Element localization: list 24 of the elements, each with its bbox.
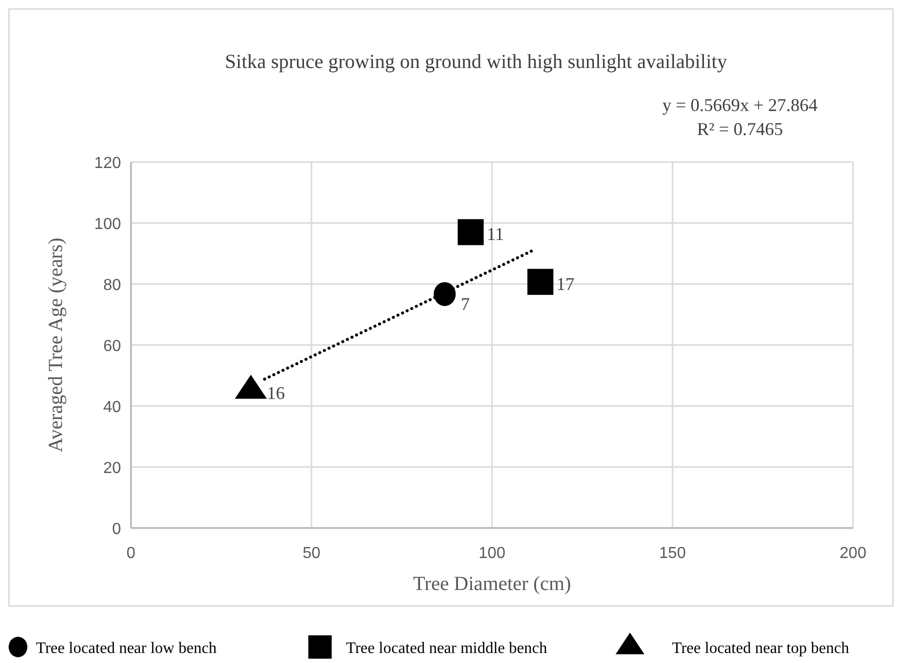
- text: y = 0.5669x + 27.864: [662, 95, 818, 115]
- y-tick-label: 100: [94, 216, 122, 233]
- y-tick-label: 120: [94, 155, 122, 172]
- y-tick-label: 40: [103, 399, 122, 416]
- x-axis-title: Tree Diameter (cm): [412, 573, 572, 595]
- y-tick-label: 0: [112, 521, 122, 538]
- x-tick-label: 150: [659, 545, 686, 562]
- x-tick-label: 0: [126, 545, 136, 562]
- annotation: 17: [556, 274, 574, 294]
- y-tick-label: 60: [103, 338, 122, 355]
- legend-label: Tree located near low bench: [36, 640, 217, 657]
- y-tick-label: 80: [103, 277, 122, 294]
- legend-label: Tree located near middle bench: [346, 640, 548, 657]
- x-tick-label: 50: [302, 545, 320, 562]
- annotation: 7: [460, 294, 470, 314]
- x-tick-label: 100: [478, 545, 506, 562]
- legend-label: Tree located near top bench: [672, 640, 850, 657]
- text: R² = 0.7465: [696, 119, 784, 139]
- annotation: 16: [266, 382, 285, 403]
- y-tick-label: 20: [103, 460, 122, 477]
- annotation: 11: [486, 224, 504, 244]
- chart-title: Sitka spruce growing on ground with high sunlight availability: [224, 51, 728, 73]
- y-axis-title: Averaged Tree Age (years): [45, 238, 67, 452]
- x-tick-label: 200: [840, 545, 866, 562]
